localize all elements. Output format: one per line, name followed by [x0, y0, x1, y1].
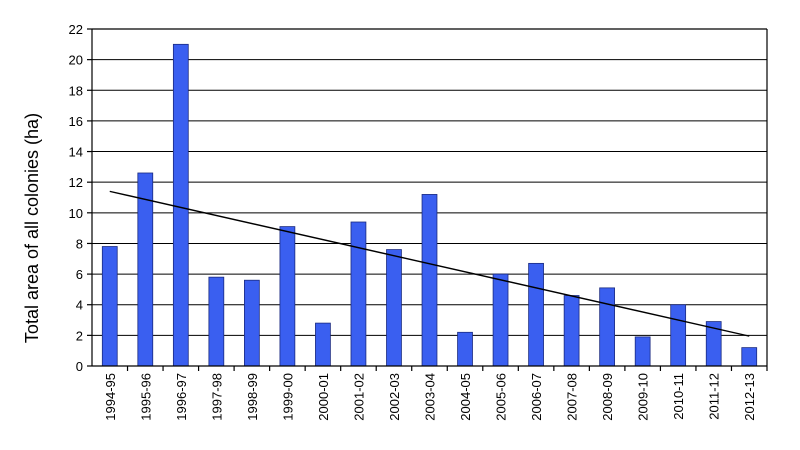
bar-2008-09	[599, 287, 615, 367]
bar-1996-97	[172, 43, 189, 367]
bar-2012-13	[741, 347, 758, 367]
y-tick-label: 20	[69, 53, 83, 68]
x-tick-label: 1996-97	[174, 373, 189, 421]
x-tick-label: 1998-99	[245, 373, 260, 421]
bar-1997-98	[208, 276, 225, 367]
y-tick-label: 0	[76, 359, 83, 374]
x-tick-label: 2003-04	[423, 373, 438, 421]
x-tick-label: 2000-01	[316, 373, 331, 421]
x-tick-label: 2002-03	[387, 373, 402, 421]
y-tick-label: 4	[76, 298, 83, 313]
bar-2002-03	[386, 249, 402, 367]
bar-2001-02	[350, 221, 367, 367]
y-tick-label: 6	[76, 267, 83, 282]
x-tick-label: 2012-13	[742, 373, 757, 421]
x-tick-label: 1999-00	[280, 373, 295, 421]
x-tick-label: 1994-95	[103, 373, 118, 421]
y-tick-label: 10	[69, 206, 83, 221]
bar-2006-07	[528, 262, 544, 367]
axes	[91, 28, 768, 367]
x-tick-label: 2001-02	[351, 373, 366, 421]
bars	[101, 43, 758, 367]
x-tick-label: 2005-06	[494, 373, 509, 421]
y-tick-labels: 0 2 4 6 8 10 12 14 16 18 20 22	[69, 22, 92, 374]
trendline	[109, 190, 750, 337]
y-tick-label: 8	[76, 236, 83, 251]
bar-1998-99	[244, 279, 260, 367]
x-tick-label: 1995-96	[138, 373, 153, 421]
y-tick-label: 18	[69, 83, 83, 98]
x-tick-label: 2011-12	[707, 373, 722, 420]
bar-1994-95	[101, 246, 118, 367]
x-tick-label: 2009-10	[636, 373, 651, 421]
x-tick-labels: 1994-95 1995-96 1996-97 1997-98 1998-99 1999-…	[103, 366, 768, 421]
bar-2005-06	[492, 273, 509, 367]
x-tick-label: 2004-05	[458, 373, 473, 421]
y-tick-label: 2	[76, 328, 83, 343]
x-tick-label: 2010-11	[671, 373, 686, 420]
y-tick-label: 16	[69, 114, 83, 129]
bar-2010-11	[670, 304, 687, 367]
bar-2004-05	[457, 331, 473, 367]
y-axis-title: Total area of all colonies (ha)	[22, 113, 42, 343]
bar-1995-96	[137, 172, 154, 367]
x-tick-label: 2007-08	[565, 373, 580, 421]
x-tick-label: 2008-09	[600, 373, 615, 421]
x-tick-label: 1997-98	[209, 373, 224, 421]
x-tick-label: 2006-07	[529, 373, 544, 421]
y-tick-label: 22	[69, 22, 83, 37]
bar-2007-08	[563, 295, 580, 367]
trendline-group	[109, 190, 750, 337]
bar-2000-01	[315, 322, 331, 367]
bar-1999-00	[279, 226, 296, 367]
y-tick-label: 14	[69, 145, 83, 160]
bar-2009-10	[634, 336, 651, 367]
y-tick-label: 12	[69, 175, 83, 190]
bar-2003-04	[421, 194, 438, 367]
